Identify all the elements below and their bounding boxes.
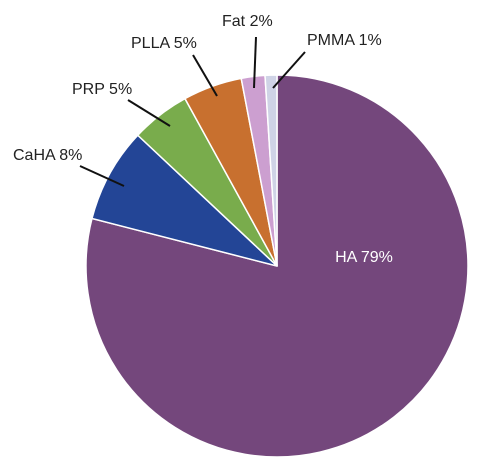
slice-label-caha: CaHA 8% xyxy=(13,147,82,164)
leader-line-plla xyxy=(192,54,218,97)
pie-slice-ha xyxy=(85,74,469,458)
slice-label-fat: Fat 2% xyxy=(222,13,273,30)
slice-labels: HA 79% CaHA 8% PRP 5% PLLA 5% Fat 2% PMMA 1% xyxy=(13,13,393,266)
slice-label-pmma: PMMA 1% xyxy=(307,32,382,49)
pie-slice-caha xyxy=(91,134,278,267)
pie-slice-pmma xyxy=(264,74,278,267)
pie-slices xyxy=(85,74,469,458)
leader-line-pmma xyxy=(272,51,306,89)
leader-line-prp xyxy=(127,99,171,127)
slice-label-plla: PLLA 5% xyxy=(131,35,197,52)
slice-label-prp: PRP 5% xyxy=(72,81,132,98)
leader-line-fat xyxy=(253,36,257,89)
slice-label-ha: HA 79% xyxy=(335,249,393,266)
leader-lines xyxy=(79,36,306,187)
leader-line-caha xyxy=(79,165,125,187)
